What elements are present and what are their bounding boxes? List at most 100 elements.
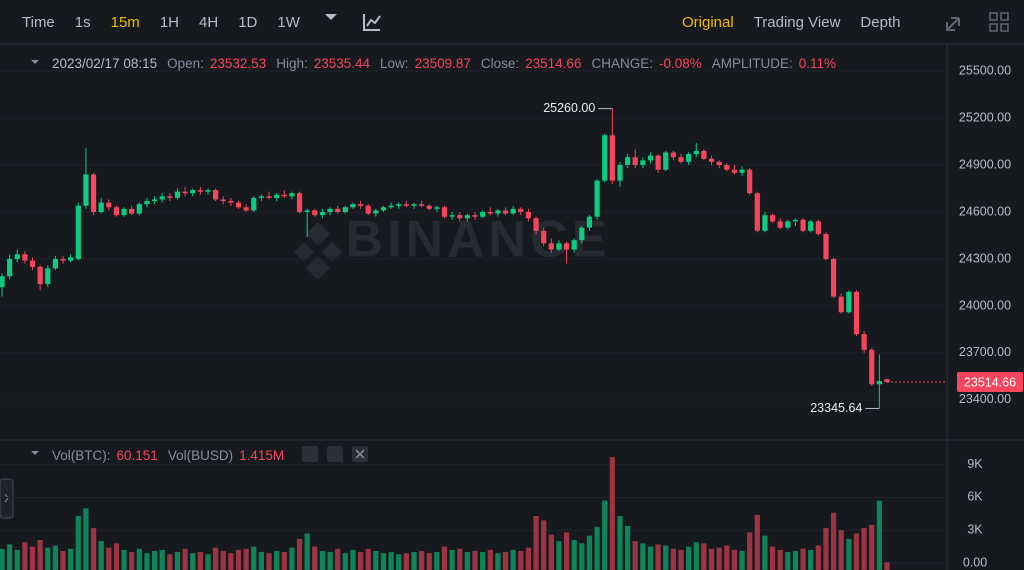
volume-bar (350, 549, 356, 570)
candle-body (243, 207, 249, 211)
volume-bar (266, 553, 272, 570)
candle-body (556, 243, 562, 250)
candle-body (0, 276, 5, 288)
candle-body (487, 211, 493, 214)
interval-button[interactable]: 15m (110, 13, 140, 31)
volume-bar (464, 552, 470, 570)
candle-body (838, 296, 844, 313)
volume-bar (106, 547, 112, 570)
volume-bar (243, 548, 249, 570)
candle-body (419, 204, 425, 206)
interval-button[interactable]: 1H (159, 13, 179, 31)
candle-body (266, 196, 272, 198)
candle-body (335, 208, 341, 212)
volume-bar (396, 554, 402, 570)
volume-bar (274, 550, 280, 570)
volume-bar (609, 457, 615, 570)
collapse-icon[interactable] (31, 60, 39, 64)
volume-bar (426, 553, 432, 570)
volume-bar (45, 547, 51, 570)
info-label: AMPLITUDE: (711, 55, 793, 71)
candle-body (571, 240, 577, 250)
collapse-volume-icon[interactable] (31, 451, 39, 455)
view-tab[interactable]: Trading View (753, 13, 841, 31)
candle-body (762, 215, 768, 231)
candle-body (396, 204, 402, 206)
candle-body (632, 157, 638, 165)
candle-body (869, 349, 875, 385)
view-tab[interactable]: Original (682, 13, 734, 31)
time-label: Time (22, 13, 55, 31)
candle-body (213, 190, 219, 200)
close-icon (355, 449, 365, 459)
candle-body (602, 135, 608, 181)
volume-tick-label: 0.00 (963, 555, 987, 569)
candle-body (777, 221, 783, 228)
candle-body (136, 204, 142, 214)
volume-bar (289, 547, 295, 570)
volume-bar (151, 550, 158, 570)
settings-button[interactable] (327, 446, 343, 462)
candle-body (441, 207, 448, 217)
volume-bar (739, 550, 745, 570)
y-tick-label: 25500.00 (959, 63, 1011, 77)
candle-body (541, 230, 547, 244)
view-tab[interactable]: Depth (860, 13, 901, 31)
candle-body (182, 191, 188, 194)
layout-icon[interactable] (989, 12, 1009, 32)
candle-body (563, 243, 570, 250)
candle-body (14, 254, 20, 259)
volume-bar (213, 547, 219, 570)
volume-bar (602, 500, 608, 570)
interval-button[interactable]: 4H (199, 13, 219, 31)
more-intervals[interactable] (325, 14, 337, 20)
volume-bar (472, 550, 478, 570)
volume-bar (304, 533, 310, 570)
candle-body (480, 211, 486, 217)
candle-body (617, 165, 623, 181)
candle-body (365, 205, 371, 214)
candle-body (853, 291, 860, 335)
volume-bar (861, 528, 867, 570)
volume-bar (708, 548, 715, 570)
datetime: 2023/02/17 08:15 (52, 55, 158, 71)
volume-bar (457, 548, 463, 570)
y-tick-label: 23700.00 (959, 345, 1011, 359)
candle-body (701, 150, 707, 159)
interval-button[interactable]: 1W (277, 13, 300, 31)
volume-bar (480, 552, 486, 570)
interval-bar: Time 1s 15m 1H 4H 1D 1W (22, 0, 320, 44)
candle-body (174, 191, 181, 198)
y-tick-label: 24000.00 (959, 298, 1011, 312)
candle-body (98, 202, 104, 212)
volume-bar (495, 553, 501, 570)
candle-body (403, 204, 409, 206)
candle-body (159, 196, 165, 200)
fullscreen-icon[interactable] (946, 17, 960, 31)
volume-bar (563, 532, 570, 570)
volume-bar (884, 562, 890, 570)
candle-body (304, 210, 310, 212)
candle-body (190, 190, 196, 194)
volume-bar (419, 550, 425, 570)
candle-body (167, 196, 173, 198)
candle-body (731, 169, 738, 173)
side-handle[interactable] (0, 478, 14, 519)
candle-body (22, 254, 28, 261)
interval-button[interactable]: 1D (238, 13, 258, 31)
interval-button[interactable]: 1s (74, 13, 91, 31)
volume-bar (617, 516, 623, 570)
indicator-icon[interactable] (363, 14, 381, 31)
candle-body (449, 215, 455, 217)
volume-bar (571, 540, 577, 570)
candle-body (678, 157, 684, 162)
volume-bar (647, 546, 654, 570)
visibility-button[interactable] (302, 446, 318, 462)
volume-bar (319, 550, 326, 570)
candle-body (235, 202, 242, 208)
candle-body (60, 258, 66, 261)
candle-body (655, 155, 661, 170)
volume-bar (777, 549, 783, 570)
info-value: 23535.44 (313, 55, 371, 71)
candle-body (609, 135, 615, 181)
